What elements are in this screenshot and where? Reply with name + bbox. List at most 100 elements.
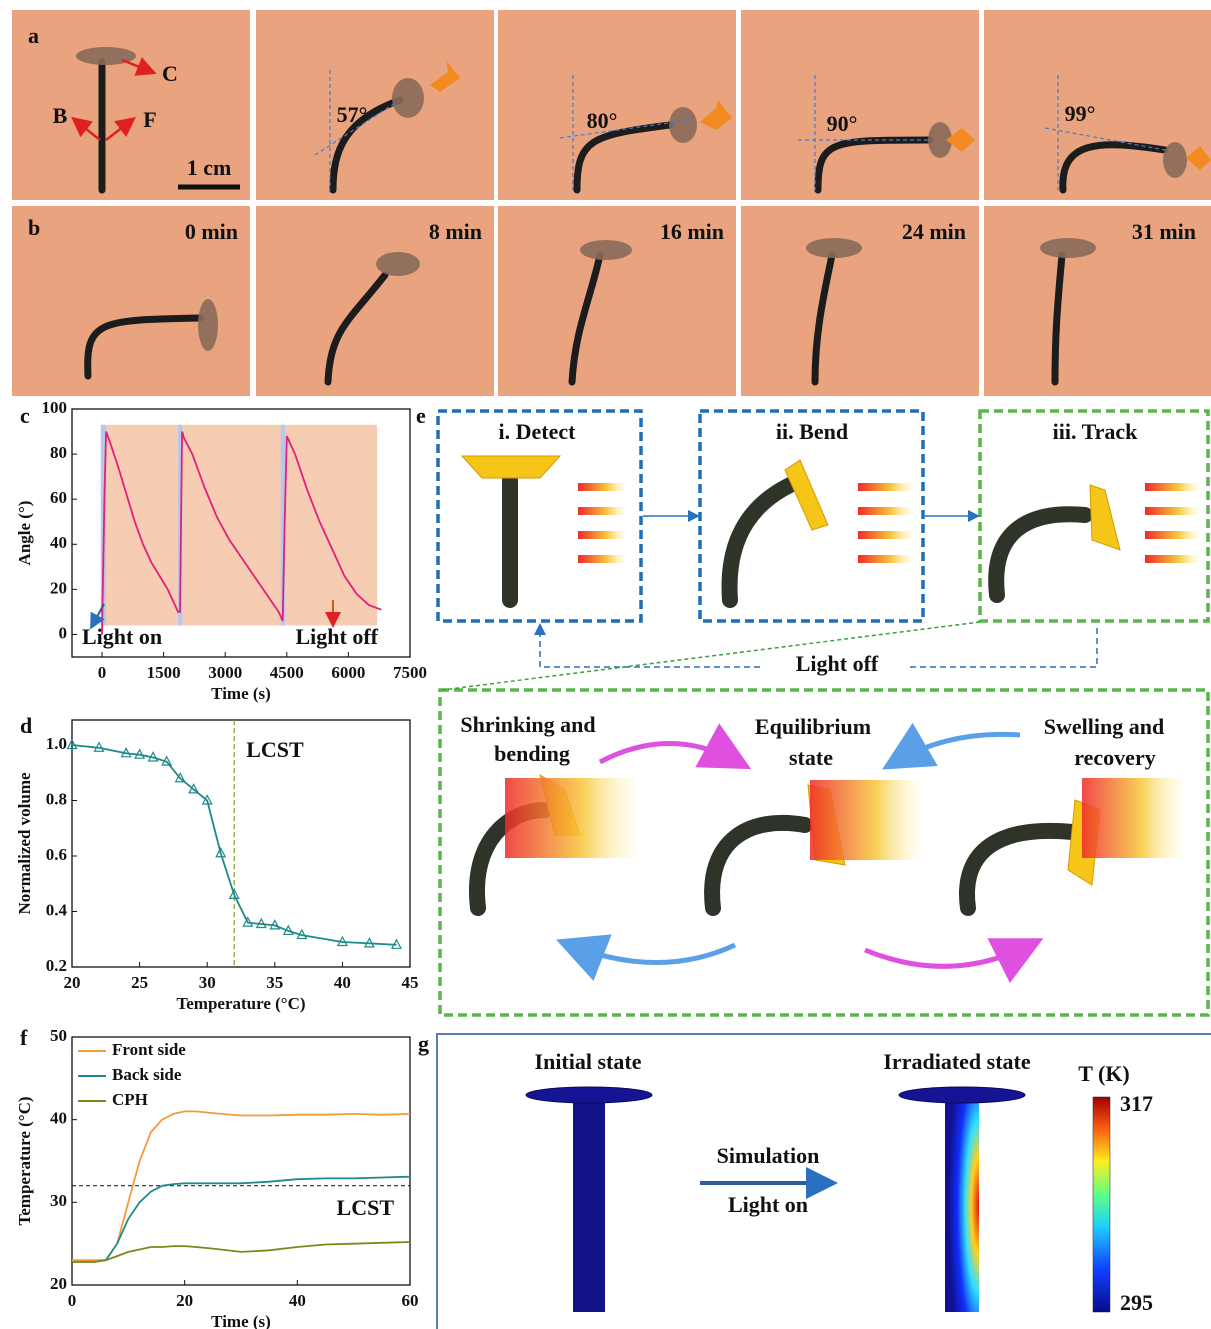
- annotation: LCST: [246, 737, 304, 762]
- photo-label: B: [53, 103, 68, 128]
- y-tick-label: 0.4: [46, 900, 68, 919]
- step-title: i. Detect: [499, 419, 577, 444]
- stem: [712, 823, 805, 908]
- angle-label: 57°: [337, 102, 368, 127]
- annotation: LCST: [337, 1195, 395, 1220]
- y-tick-label: 30: [50, 1191, 67, 1210]
- cylinder: [573, 1100, 605, 1312]
- x-tick-label: 0: [98, 663, 107, 682]
- angle-label: 90°: [827, 111, 858, 136]
- panel-label: b: [28, 215, 40, 240]
- state-label: recovery: [1074, 745, 1155, 770]
- cylinder-heated: [945, 1100, 979, 1312]
- arrow-label: Light on: [728, 1192, 808, 1217]
- light-beam: [578, 555, 626, 563]
- angle-label: 99°: [1065, 101, 1096, 126]
- light-beam: [858, 531, 913, 539]
- flower: [392, 78, 424, 118]
- panel-label: f: [20, 1025, 28, 1050]
- colorbar-max: 317: [1120, 1091, 1153, 1116]
- x-tick-label: 60: [402, 1291, 419, 1310]
- cycle-arrow: [895, 734, 1020, 762]
- colorbar-title: T (K): [1078, 1061, 1130, 1086]
- x-tick-label: 0: [68, 1291, 77, 1310]
- y-axis-label: Normalized volume: [15, 772, 34, 915]
- x-tick-label: 6000: [331, 663, 365, 682]
- y-tick-label: 20: [50, 1274, 67, 1293]
- y-tick-label: 80: [50, 443, 67, 462]
- x-axis-label: Time (s): [211, 684, 271, 703]
- y-tick-label: 0.2: [46, 956, 67, 975]
- stem: [730, 485, 790, 600]
- panel-label: e: [416, 403, 426, 428]
- flower: [376, 252, 420, 276]
- x-axis-label: Time (s): [211, 1312, 271, 1329]
- zoom-line: [442, 622, 980, 690]
- light-beam: [578, 507, 626, 515]
- y-tick-label: 0.6: [46, 845, 67, 864]
- colorbar: [1093, 1097, 1110, 1312]
- light-beam: [858, 507, 913, 515]
- state-label: bending: [494, 741, 570, 766]
- diagram-e-texts: i. Detect ii. Bend iii. Track Light off …: [460, 419, 1164, 770]
- legend-label: CPH: [112, 1090, 148, 1109]
- photo: [498, 10, 736, 200]
- x-tick-label: 25: [131, 973, 148, 992]
- light-off-label: Light off: [796, 651, 879, 676]
- y-tick-label: 60: [50, 488, 67, 507]
- data-line: [72, 1242, 410, 1262]
- legend-label: Front side: [112, 1040, 186, 1059]
- cycle-arrow: [600, 744, 738, 763]
- y-tick-label: 0: [59, 623, 68, 642]
- shaded-band: [102, 425, 377, 626]
- y-tick-label: 20: [50, 578, 67, 597]
- colorbar-min: 295: [1120, 1290, 1153, 1315]
- y-tick-label: 100: [42, 398, 68, 417]
- x-axis-label: Temperature (°C): [176, 994, 305, 1013]
- connector: [910, 625, 1097, 667]
- flower: [669, 107, 697, 143]
- light-beam: [1145, 531, 1200, 539]
- step-title: ii. Bend: [776, 419, 848, 444]
- photo-label: F: [143, 107, 156, 132]
- y-tick-label: 1.0: [46, 734, 67, 753]
- y-tick-label: 0.8: [46, 789, 67, 808]
- time-label: 31 min: [1132, 219, 1196, 244]
- stem: [996, 514, 1085, 595]
- flower: [1040, 238, 1096, 258]
- arrow-label: Simulation: [717, 1143, 820, 1168]
- legend-label: Back side: [112, 1065, 182, 1084]
- x-tick-label: 1500: [147, 663, 181, 682]
- flower: [785, 460, 828, 530]
- state-title: Initial state: [535, 1049, 642, 1074]
- light-beam: [1145, 507, 1200, 515]
- light-field: [810, 780, 920, 860]
- light-field: [505, 778, 635, 858]
- y-axis-label: Temperature (°C): [15, 1096, 34, 1225]
- stem: [967, 831, 1072, 908]
- state-title: Irradiated state: [883, 1049, 1030, 1074]
- state-label: Swelling and: [1044, 714, 1164, 739]
- y-tick-label: 50: [50, 1026, 67, 1045]
- cycle-arrow: [570, 945, 735, 963]
- flower: [1090, 485, 1120, 550]
- cap: [526, 1087, 652, 1103]
- x-tick-label: 40: [334, 973, 351, 992]
- y-tick-label: 40: [50, 1109, 67, 1128]
- state-label: Shrinking and: [460, 712, 595, 737]
- x-tick-label: 20: [176, 1291, 193, 1310]
- x-tick-label: 35: [266, 973, 283, 992]
- x-tick-label: 4500: [270, 663, 304, 682]
- flower: [1163, 142, 1187, 178]
- panel-label: c: [20, 403, 30, 428]
- x-tick-label: 45: [402, 973, 419, 992]
- annotation: Light on: [82, 624, 162, 649]
- flower: [462, 456, 560, 478]
- cap: [899, 1087, 1025, 1103]
- angle-label: 80°: [587, 108, 618, 133]
- time-label: 0 min: [185, 219, 238, 244]
- time-label: 24 min: [902, 219, 966, 244]
- light-beam: [578, 531, 626, 539]
- x-tick-label: 40: [289, 1291, 306, 1310]
- flower: [198, 299, 218, 351]
